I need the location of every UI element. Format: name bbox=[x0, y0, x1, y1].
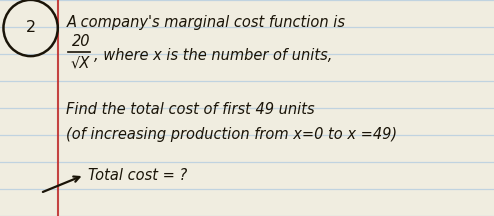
Text: Find the total cost of first 49 units: Find the total cost of first 49 units bbox=[66, 103, 315, 118]
Text: Total cost = ?: Total cost = ? bbox=[88, 167, 188, 183]
Text: 2: 2 bbox=[26, 21, 36, 35]
Text: , where x is the number of units,: , where x is the number of units, bbox=[94, 48, 332, 62]
Text: 20: 20 bbox=[72, 35, 91, 49]
Text: (of increasing production from x=0 to x =49): (of increasing production from x=0 to x … bbox=[66, 127, 397, 143]
Text: A company's marginal cost function is: A company's marginal cost function is bbox=[66, 14, 345, 30]
Text: √X: √X bbox=[70, 56, 90, 70]
